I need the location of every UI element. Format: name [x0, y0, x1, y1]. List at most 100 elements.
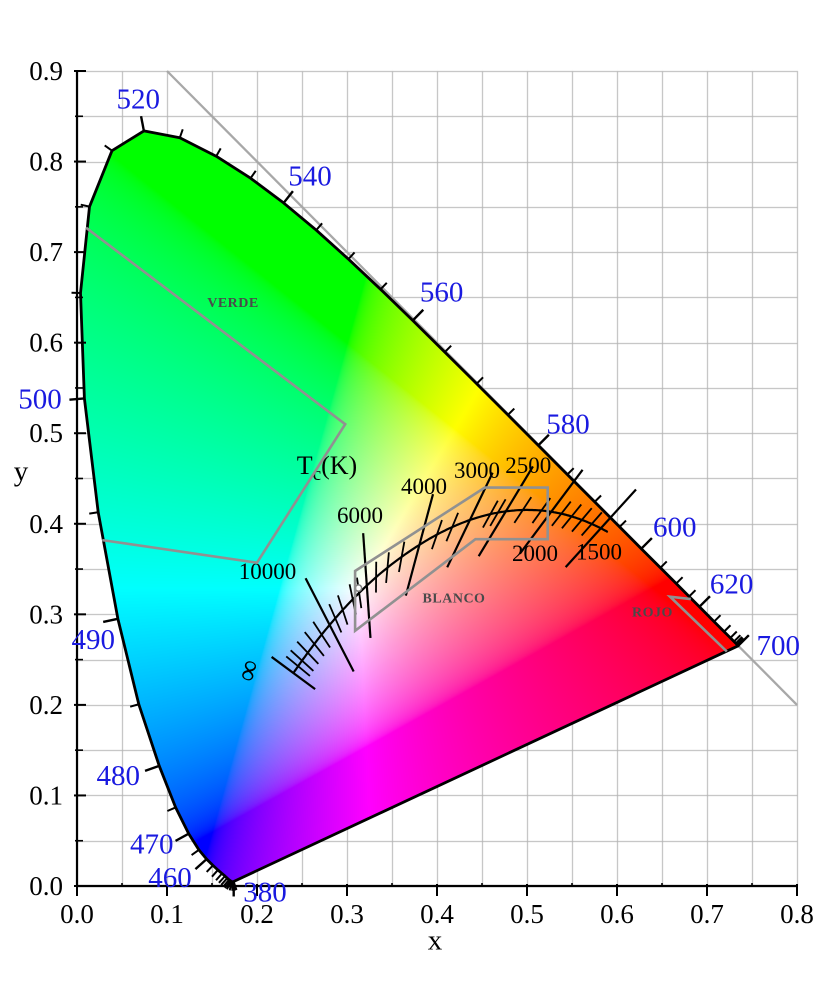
x-tick-label-0.4: 0.4	[420, 899, 454, 929]
wavelength-tick-620	[698, 595, 711, 608]
wavelength-tick-650	[729, 630, 738, 639]
planckian-locus-curve	[292, 508, 609, 674]
wavelength-tick-680	[736, 637, 745, 646]
isotherm-tick-1700K	[571, 507, 593, 533]
wavelength-tick-480	[144, 764, 160, 773]
y-tick-label-0.8: 0.8	[29, 147, 63, 177]
wavelength-tick-700	[737, 634, 750, 647]
isotherm-tick-5000K	[385, 552, 390, 584]
x-tick-label-0.1: 0.1	[150, 899, 184, 929]
wavelength-tick-550	[347, 251, 356, 260]
wavelength-tick-555	[379, 282, 388, 291]
y-tick-label-0.2: 0.2	[29, 690, 63, 720]
x-tick-label-0.0: 0.0	[60, 899, 94, 929]
wavelength-tick-450	[211, 869, 219, 878]
wavelength-tick-440	[218, 875, 226, 884]
wavelength-tick-445	[215, 872, 223, 881]
region-outline-blanco	[353, 486, 550, 634]
isotherm-tick-2600K	[489, 498, 507, 527]
wavelength-tick-640	[723, 624, 732, 633]
x-tick-label-0.2: 0.2	[240, 899, 274, 929]
isotherm-tick-3300K	[445, 512, 459, 542]
isotherm-tick-12000K	[312, 621, 331, 649]
region-label-rojo: ROJO	[632, 606, 673, 621]
isotherm-tick-1800K	[561, 503, 582, 529]
x-tick-label-0.8: 0.8	[780, 899, 814, 929]
wavelength-tick-435	[220, 877, 228, 886]
isotherm-tick-30000K	[290, 649, 314, 672]
wavelength-label-620: 620	[710, 568, 754, 600]
wavelength-label-380: 380	[243, 877, 287, 909]
wavelength-tick-560	[411, 308, 425, 322]
y-tick-label-0.5: 0.5	[29, 418, 63, 448]
wavelength-tick-420	[225, 880, 233, 890]
wavelength-tick-585	[566, 467, 575, 476]
wavelength-tick-535	[249, 170, 257, 179]
y-axis-title: y	[13, 455, 29, 488]
isotherm-tick-3600K	[431, 519, 443, 550]
region-outline-rojo	[666, 594, 728, 653]
y-tick-label-0.3: 0.3	[29, 599, 63, 629]
isotherm-line-inf	[270, 656, 316, 691]
x-tick-label-0.3: 0.3	[330, 899, 364, 929]
wavelength-tick-425	[224, 880, 232, 889]
wavelength-tick-670	[735, 636, 743, 645]
wavelength-tick-575	[507, 407, 515, 416]
isotherm-line-10000K	[304, 577, 355, 673]
temperature-label-10000: 10000	[239, 559, 297, 584]
wavelength-label-560: 560	[420, 277, 464, 309]
isotherm-tick-9000K	[328, 603, 343, 633]
wavelength-tick-660	[733, 634, 742, 643]
wavelength-tick-615	[688, 589, 697, 598]
y-tick-label-0.9: 0.9	[29, 56, 63, 86]
wavelength-tick-520	[139, 115, 146, 132]
isotherm-tick-20000K	[296, 640, 319, 665]
temperature-label-1500: 1500	[576, 540, 622, 565]
wavelength-tick-600	[640, 537, 653, 550]
wavelength-tick-515	[104, 144, 113, 152]
isotherm-tick-8000K	[337, 595, 349, 625]
wavelength-tick-500	[69, 397, 85, 401]
temperature-label-infinity: ∞	[230, 656, 267, 685]
isotherm-tick-6500K	[356, 577, 363, 609]
wavelength-label-580: 580	[546, 408, 590, 440]
isotherm-tick-4500K	[398, 541, 406, 573]
x-tick-label-0.5: 0.5	[510, 899, 544, 929]
wavelength-label-480: 480	[97, 760, 141, 792]
wavelength-tick-475	[166, 806, 177, 812]
isotherm-tick-2300K	[513, 496, 533, 524]
wavelength-tick-495	[89, 511, 99, 515]
wavelength-label-600: 600	[653, 512, 697, 544]
y-tick-label-0.1: 0.1	[29, 780, 63, 810]
temperature-label-3000: 3000	[454, 458, 500, 483]
wavelength-tick-565	[444, 344, 452, 353]
wavelength-label-520: 520	[117, 83, 161, 115]
wavelength-tick-485	[129, 703, 140, 708]
wavelength-label-500: 500	[18, 383, 62, 415]
spectral-locus-outline	[79, 129, 740, 884]
wavelength-tick-460	[194, 858, 208, 871]
wavelength-tick-465	[191, 849, 200, 856]
temperature-label-2000: 2000	[512, 541, 558, 566]
wavelength-tick-610	[675, 576, 684, 585]
wavelength-tick-630	[713, 614, 722, 623]
region-outline-verde	[85, 226, 347, 565]
isotherm-tick-1900K	[551, 501, 572, 527]
temperature-label-6000: 6000	[337, 503, 383, 528]
isotherm-tick-1600K	[580, 511, 603, 537]
wavelength-tick-430	[222, 879, 230, 888]
region-label-blanco: BLANCO	[423, 591, 486, 606]
wavelength-tick-595	[618, 519, 627, 528]
wavelength-tick-415	[228, 881, 233, 891]
wavelength-label-490: 490	[72, 624, 116, 656]
wavelength-tick-510	[80, 203, 90, 208]
wavelength-tick-545	[315, 222, 323, 231]
x-tick-label-0.6: 0.6	[600, 899, 634, 929]
y-tick-label-0.0: 0.0	[29, 871, 63, 901]
wavelength-label-460: 460	[148, 862, 192, 894]
wavelength-label-470: 470	[130, 828, 174, 860]
isotherm-tick-50000K	[285, 655, 311, 677]
